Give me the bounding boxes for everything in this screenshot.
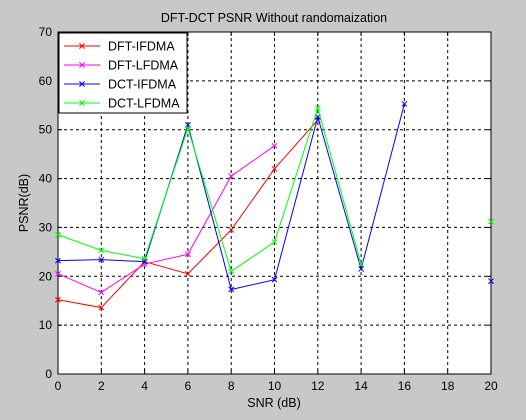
- data-point-dct-ifdma: [228, 286, 235, 293]
- data-point-dct-lfdma: [314, 105, 321, 112]
- data-point-dft-ifdma: [98, 304, 105, 311]
- series-dct-lfdma: [55, 105, 365, 275]
- data-point-dft-lfdma: [98, 289, 105, 296]
- legend-label: DFT-LFDMA: [108, 59, 179, 73]
- x-tick-label: 4: [141, 379, 148, 393]
- y-axis-label: PSNR(dB): [17, 174, 31, 232]
- legend-entry-dct-ifdma: DCT-IFDMA: [64, 78, 177, 92]
- data-point-dft-lfdma: [228, 173, 235, 180]
- y-tick-label: 0: [45, 367, 52, 381]
- data-point-dct-ifdma: [271, 276, 278, 283]
- x-tick-label: 14: [354, 379, 368, 393]
- y-tick-label: 70: [39, 25, 53, 39]
- data-point-dft-lfdma: [184, 251, 191, 258]
- legend-label: DCT-LFDMA: [108, 97, 180, 111]
- y-tick-label: 10: [39, 318, 53, 332]
- data-point-dft-lfdma: [55, 270, 61, 277]
- data-point-dct-lfdma: [98, 247, 105, 254]
- legend-marker: [79, 43, 85, 49]
- data-point-dft-lfdma: [271, 142, 278, 149]
- series-line-dct-lfdma: [57, 106, 362, 273]
- legend-label: DCT-IFDMA: [108, 78, 177, 92]
- x-axis-label: SNR (dB): [247, 396, 300, 410]
- data-point-dct-lfdma: [141, 255, 148, 262]
- y-tick-label: 20: [39, 269, 53, 283]
- legend-marker: [79, 81, 85, 87]
- series-line-dft-lfdma: [57, 145, 275, 293]
- data-point-dct-ifdma: [401, 100, 408, 107]
- data-point-dct-ifdma: [488, 278, 494, 285]
- legend-entry-dct-lfdma: DCT-LFDMA: [64, 97, 180, 111]
- x-tick-label: 6: [185, 379, 192, 393]
- data-point-dct-ifdma: [55, 257, 61, 264]
- x-tick-label: 2: [98, 379, 105, 393]
- data-point-dct-lfdma: [184, 125, 191, 132]
- data-point-dft-ifdma: [184, 270, 191, 277]
- x-tick-label: 16: [398, 379, 412, 393]
- data-point-dct-ifdma: [98, 256, 105, 263]
- legend-entry-dft-ifdma: DFT-IFDMA: [64, 40, 175, 54]
- chart-title: DFT-DCT PSNR Without randomaization: [161, 11, 387, 25]
- series-layer: [55, 100, 494, 311]
- legend-marker: [79, 62, 85, 68]
- data-point-dft-ifdma: [55, 296, 61, 303]
- y-tick-label: 40: [39, 172, 53, 186]
- data-point-dft-ifdma: [228, 226, 235, 233]
- data-point-dct-lfdma: [271, 239, 278, 246]
- x-tick-label: 18: [441, 379, 455, 393]
- x-tick-label: 0: [55, 379, 62, 393]
- series-dct-ifdma: [55, 100, 408, 293]
- x-tick-label: 20: [484, 379, 498, 393]
- legend: DFT-IFDMA DFT-LFDMA DCT-IFDMA DCT-LFDMA: [58, 32, 188, 114]
- y-tick-label: 50: [39, 123, 53, 137]
- grid-lines: [58, 32, 491, 374]
- legend-marker: [79, 100, 85, 106]
- data-point-dct-lfdma: [55, 231, 61, 238]
- y-tick-label: 60: [39, 74, 53, 88]
- legend-entry-dft-lfdma: DFT-LFDMA: [64, 59, 179, 73]
- x-tick-label: 8: [228, 379, 235, 393]
- data-point-dft-ifdma: [271, 165, 278, 172]
- legend-label: DFT-IFDMA: [108, 40, 175, 54]
- x-tick-label: 12: [311, 379, 325, 393]
- series-dft-lfdma: [55, 142, 278, 296]
- data-point-dct-ifdma: [358, 266, 365, 272]
- data-point-dft-lfdma: [141, 261, 148, 268]
- data-point-dct-lfdma: [228, 268, 235, 275]
- x-tick-label: 10: [268, 379, 282, 393]
- y-tick-label: 30: [39, 220, 53, 234]
- data-point-dct-lfdma: [358, 261, 365, 268]
- data-point-dct-lfdma: [488, 218, 494, 225]
